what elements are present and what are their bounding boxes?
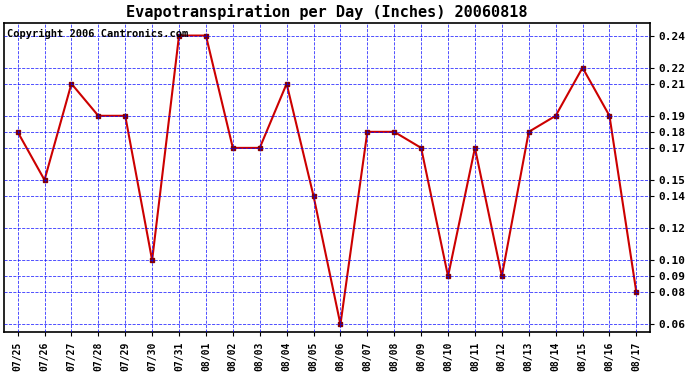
Title: Evapotranspiration per Day (Inches) 20060818: Evapotranspiration per Day (Inches) 2006… bbox=[126, 4, 528, 20]
Text: Copyright 2006 Cantronics.com: Copyright 2006 Cantronics.com bbox=[8, 29, 188, 39]
